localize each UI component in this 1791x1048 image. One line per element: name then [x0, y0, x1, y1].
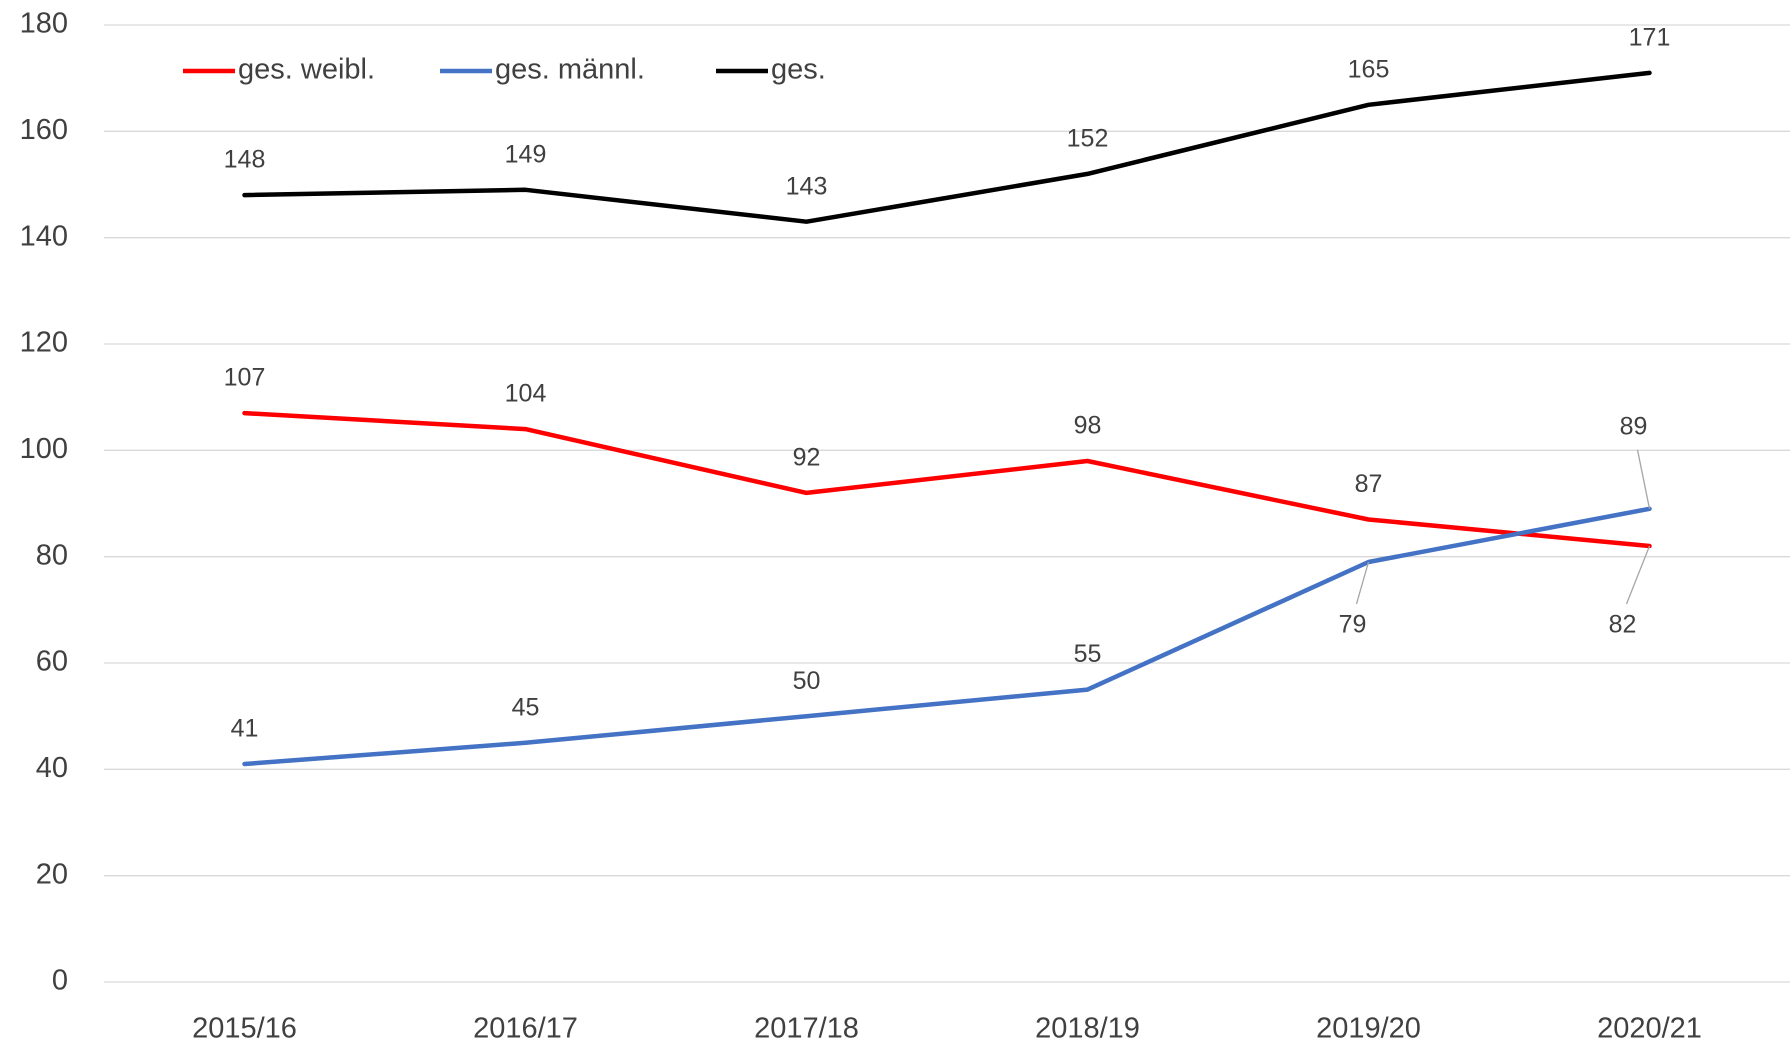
x-tick-label: 2018/19 — [1035, 1013, 1140, 1045]
y-tick-label: 0 — [52, 965, 68, 997]
y-tick-label: 40 — [36, 752, 68, 784]
line-series — [242, 410, 1652, 549]
legend-label: ges. männl. — [495, 54, 645, 86]
data-label: 79 — [1339, 611, 1367, 639]
line-series — [242, 70, 1652, 224]
data-label: 143 — [786, 172, 828, 200]
data-label: 98 — [1074, 412, 1102, 440]
line-series — [242, 506, 1652, 767]
data-label: 152 — [1067, 124, 1109, 152]
data-label: 165 — [1348, 55, 1390, 83]
x-tick-label: 2019/20 — [1316, 1013, 1421, 1045]
y-tick-label: 120 — [20, 327, 68, 359]
data-label: 148 — [224, 146, 266, 174]
data-label: 45 — [512, 693, 540, 721]
leader-line — [1355, 561, 1370, 605]
y-tick-label: 20 — [36, 858, 68, 890]
data-label: 55 — [1074, 640, 1102, 668]
y-tick-label: 140 — [20, 220, 68, 252]
y-tick-label: 100 — [20, 433, 68, 465]
x-tick-label: 2017/18 — [754, 1013, 859, 1045]
data-label: 171 — [1629, 23, 1671, 51]
leader-line — [1625, 545, 1651, 605]
data-label: 82 — [1609, 611, 1637, 639]
data-label: 41 — [231, 715, 259, 743]
x-tick-label: 2016/17 — [473, 1013, 578, 1045]
data-label: 92 — [793, 443, 821, 471]
x-tick-label: 2015/16 — [192, 1013, 297, 1045]
y-tick-label: 60 — [36, 646, 68, 678]
y-tick-label: 160 — [20, 114, 68, 146]
legend-label: ges. — [771, 54, 826, 86]
data-label: 104 — [505, 380, 547, 408]
y-tick-label: 80 — [36, 539, 68, 571]
legend-label: ges. weibl. — [238, 54, 375, 86]
data-label: 89 — [1620, 412, 1648, 440]
y-tick-label: 180 — [20, 8, 68, 40]
data-label: 149 — [505, 140, 547, 168]
data-label: 50 — [793, 667, 821, 695]
x-tick-label: 2020/21 — [1597, 1013, 1702, 1045]
data-label: 87 — [1355, 470, 1383, 498]
leader-line — [1636, 449, 1651, 509]
data-label: 107 — [224, 364, 266, 392]
